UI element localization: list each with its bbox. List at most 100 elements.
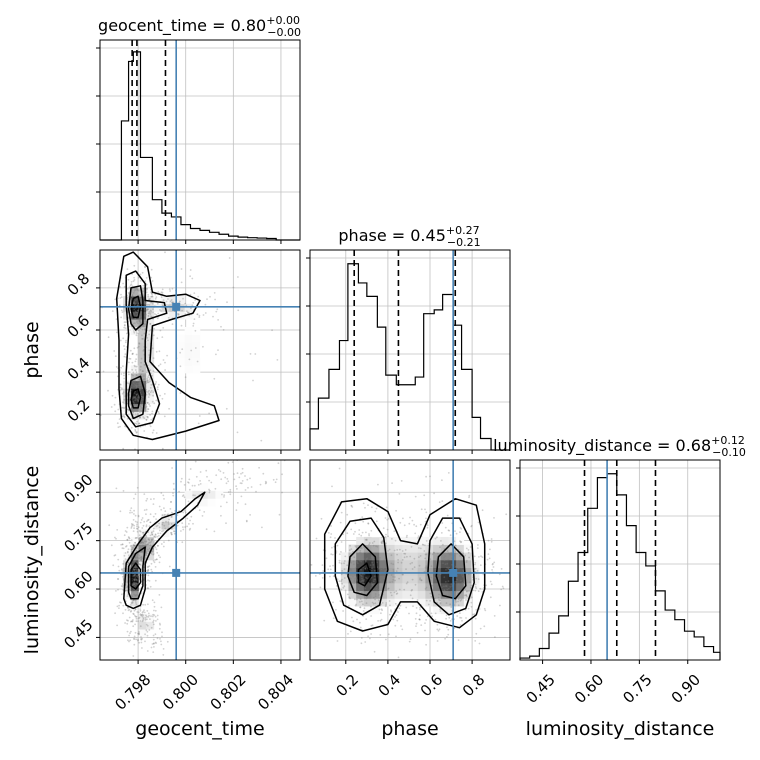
scatter-point xyxy=(135,287,138,290)
scatter-point xyxy=(180,268,183,270)
scatter-point xyxy=(146,415,149,418)
scatter-point xyxy=(121,392,124,395)
scatter-point xyxy=(125,321,127,324)
scatter-point xyxy=(225,482,228,485)
scatter-point xyxy=(360,580,363,583)
scatter-point xyxy=(150,292,153,295)
scatter-point xyxy=(146,615,148,618)
density-cell xyxy=(379,598,388,607)
scatter-point xyxy=(396,553,398,556)
scatter-point xyxy=(117,578,119,580)
scatter-point xyxy=(123,415,126,418)
scatter-point xyxy=(123,374,125,377)
scatter-point xyxy=(149,405,151,407)
scatter-point xyxy=(477,578,480,580)
scatter-point xyxy=(378,599,380,602)
scatter-point xyxy=(147,396,150,398)
scatter-point xyxy=(115,366,118,368)
scatter-point xyxy=(147,587,150,590)
scatter-point xyxy=(123,345,125,347)
density-cell xyxy=(161,296,170,305)
scatter-point xyxy=(425,565,428,568)
scatter-point xyxy=(236,502,239,504)
scatter-point xyxy=(134,318,137,321)
scatter-point xyxy=(365,618,368,620)
scatter-point xyxy=(140,558,143,560)
density-cell xyxy=(371,606,380,615)
scatter-point xyxy=(371,601,374,604)
scatter-point xyxy=(467,549,470,551)
scatter-point xyxy=(184,526,187,528)
scatter-point xyxy=(121,585,124,588)
scatter-point xyxy=(170,533,173,536)
scatter-point xyxy=(375,588,378,590)
scatter-point xyxy=(122,365,124,367)
scatter-point xyxy=(414,532,417,535)
scatter-point xyxy=(156,551,159,554)
scatter-point xyxy=(484,609,487,612)
scatter-point xyxy=(140,399,143,402)
density-cell xyxy=(433,590,442,599)
scatter-point xyxy=(135,638,138,641)
scatter-point xyxy=(155,518,158,520)
scatter-point xyxy=(168,518,171,521)
scatter-point xyxy=(127,619,129,622)
scatter-point xyxy=(143,417,146,420)
scatter-point xyxy=(133,609,136,612)
scatter-point xyxy=(136,574,139,577)
density-cell xyxy=(138,365,147,374)
scatter-point xyxy=(140,361,143,364)
density-cell xyxy=(379,544,388,553)
scatter-point xyxy=(135,371,138,374)
scatter-point xyxy=(444,526,447,529)
scatter-point xyxy=(405,536,408,538)
scatter-point xyxy=(354,530,356,533)
scatter-point xyxy=(146,308,148,311)
scatter-point xyxy=(122,490,125,492)
scatter-point xyxy=(132,374,134,377)
scatter-point xyxy=(127,371,130,373)
scatter-point xyxy=(150,384,153,386)
scatter-point xyxy=(148,312,151,315)
scatter-point xyxy=(371,561,374,564)
scatter-point xyxy=(132,302,135,304)
density-cell xyxy=(402,583,411,592)
scatter-point xyxy=(140,300,142,303)
scatter-point xyxy=(123,326,126,329)
scatter-point xyxy=(140,614,143,616)
scatter-point xyxy=(145,405,148,408)
scatter-point xyxy=(366,577,368,580)
scatter-point xyxy=(460,579,462,582)
scatter-point xyxy=(341,582,343,585)
scatter-point xyxy=(146,570,149,572)
scatter-point xyxy=(139,542,142,545)
density-cell xyxy=(153,303,162,312)
scatter-point xyxy=(352,575,354,578)
scatter-point xyxy=(382,567,385,570)
scatter-point xyxy=(415,607,418,609)
scatter-point xyxy=(136,562,139,565)
scatter-point xyxy=(144,617,147,619)
scatter-point xyxy=(310,564,313,566)
density-cell xyxy=(463,544,472,553)
density-cell xyxy=(371,536,380,545)
scatter-point xyxy=(137,396,140,399)
scatter-point xyxy=(220,514,222,517)
scatter-point xyxy=(181,522,184,524)
scatter-point xyxy=(133,545,136,547)
scatter-point xyxy=(130,523,133,525)
scatter-point xyxy=(162,654,165,656)
scatter-point xyxy=(164,510,167,513)
density-cell xyxy=(161,513,170,522)
scatter-point xyxy=(455,580,458,583)
scatter-point xyxy=(132,371,135,374)
scatter-point xyxy=(396,549,399,551)
scatter-point xyxy=(162,359,165,361)
scatter-point xyxy=(132,625,135,628)
scatter-point xyxy=(128,640,130,643)
scatter-point xyxy=(363,579,366,581)
scatter-point xyxy=(360,575,363,577)
scatter-point xyxy=(120,543,122,546)
scatter-point xyxy=(133,578,135,581)
scatter-point xyxy=(127,562,130,564)
